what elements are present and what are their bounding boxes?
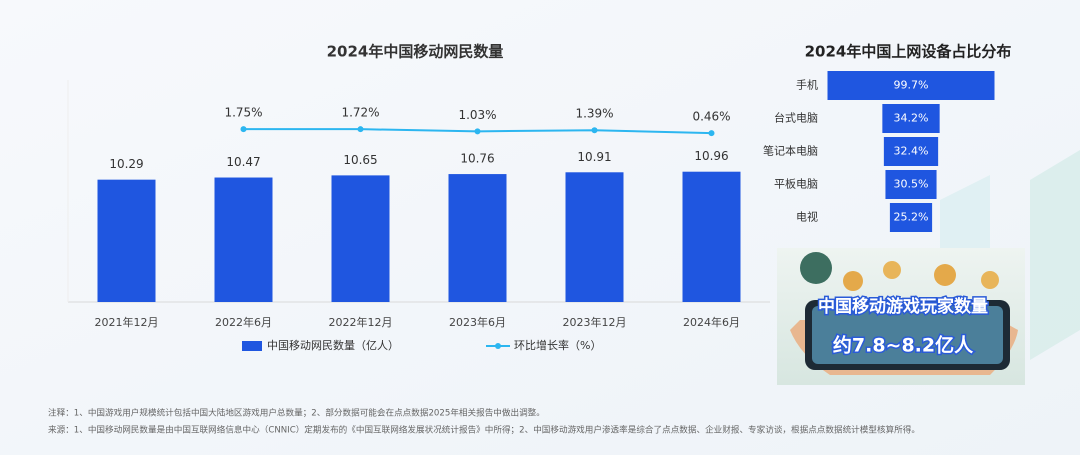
data-label: 25.2%	[894, 211, 929, 224]
line-marker	[591, 127, 598, 134]
line-marker	[357, 126, 364, 133]
note: 来源：1、中国移动网民数量是由中国互联网络信息中心（CNNIC）定期发布的《中国…	[48, 424, 920, 436]
line-marker	[240, 126, 247, 133]
data-label: 1.03%	[458, 108, 496, 122]
category-label: 台式电脑	[774, 111, 818, 125]
coin	[934, 264, 956, 286]
data-label: 10.47	[226, 155, 260, 169]
x-tick-label: 2021年12月	[95, 315, 159, 329]
coin	[883, 261, 901, 279]
data-label: 34.2%	[894, 112, 929, 125]
bar	[827, 71, 995, 100]
data-label: 10.91	[577, 150, 611, 164]
bar	[882, 104, 940, 133]
bar	[565, 172, 624, 302]
data-label: 0.46%	[692, 110, 730, 124]
category-label: 平板电脑	[774, 177, 818, 191]
data-label: 1.39%	[575, 107, 613, 121]
category-label: 笔记本电脑	[763, 144, 818, 158]
data-label: 10.29	[109, 157, 143, 171]
category-label: 电视	[796, 210, 818, 224]
data-label: 1.75%	[224, 106, 262, 120]
x-tick-label: 2023年6月	[449, 315, 506, 329]
x-tick-label: 2023年12月	[563, 315, 627, 329]
image-panel: 中国移动游戏玩家数量 约7.8~8.2亿人	[777, 248, 1025, 385]
bar	[448, 174, 507, 302]
bar	[682, 171, 741, 302]
data-label: 30.5%	[894, 178, 929, 191]
bar	[331, 175, 390, 302]
chart-title: 2024年中国上网设备占比分布	[805, 43, 1012, 61]
legend-label: 中国移动网民数量（亿人）	[267, 339, 399, 352]
x-tick-label: 2022年12月	[329, 315, 393, 329]
data-label: 10.65	[343, 153, 377, 167]
legend-label: 环比增长率（%）	[514, 338, 601, 352]
line-marker	[708, 130, 715, 137]
bar	[883, 137, 939, 166]
data-label: 10.96	[694, 149, 728, 163]
chart-title: 2024年中国移动网民数量	[327, 43, 504, 61]
data-label: 32.4%	[894, 145, 929, 158]
data-label: 1.72%	[341, 106, 379, 120]
legend-swatch	[242, 341, 262, 351]
x-tick-label: 2022年6月	[215, 315, 272, 329]
data-label: 99.7%	[894, 79, 929, 92]
x-tick-label: 2024年6月	[683, 315, 740, 329]
panel-title: 中国移动游戏玩家数量	[818, 296, 988, 317]
legend-swatch	[495, 343, 501, 349]
bar	[97, 179, 156, 302]
coin	[800, 252, 832, 284]
decor	[1030, 150, 1080, 360]
bar	[214, 177, 273, 302]
bar	[885, 170, 937, 199]
panel-value: 约7.8~8.2亿人	[833, 334, 974, 357]
category-label: 手机	[796, 78, 818, 92]
phone-screen	[812, 306, 1003, 364]
decor	[940, 175, 990, 250]
line-marker	[474, 128, 481, 135]
bar	[889, 203, 933, 232]
coin	[843, 271, 863, 291]
note: 注释：1、中国游戏用户规模统计包括中国大陆地区游戏用户总数量；2、部分数据可能会…	[48, 407, 545, 419]
data-label: 10.76	[460, 152, 494, 166]
coin	[981, 271, 999, 289]
